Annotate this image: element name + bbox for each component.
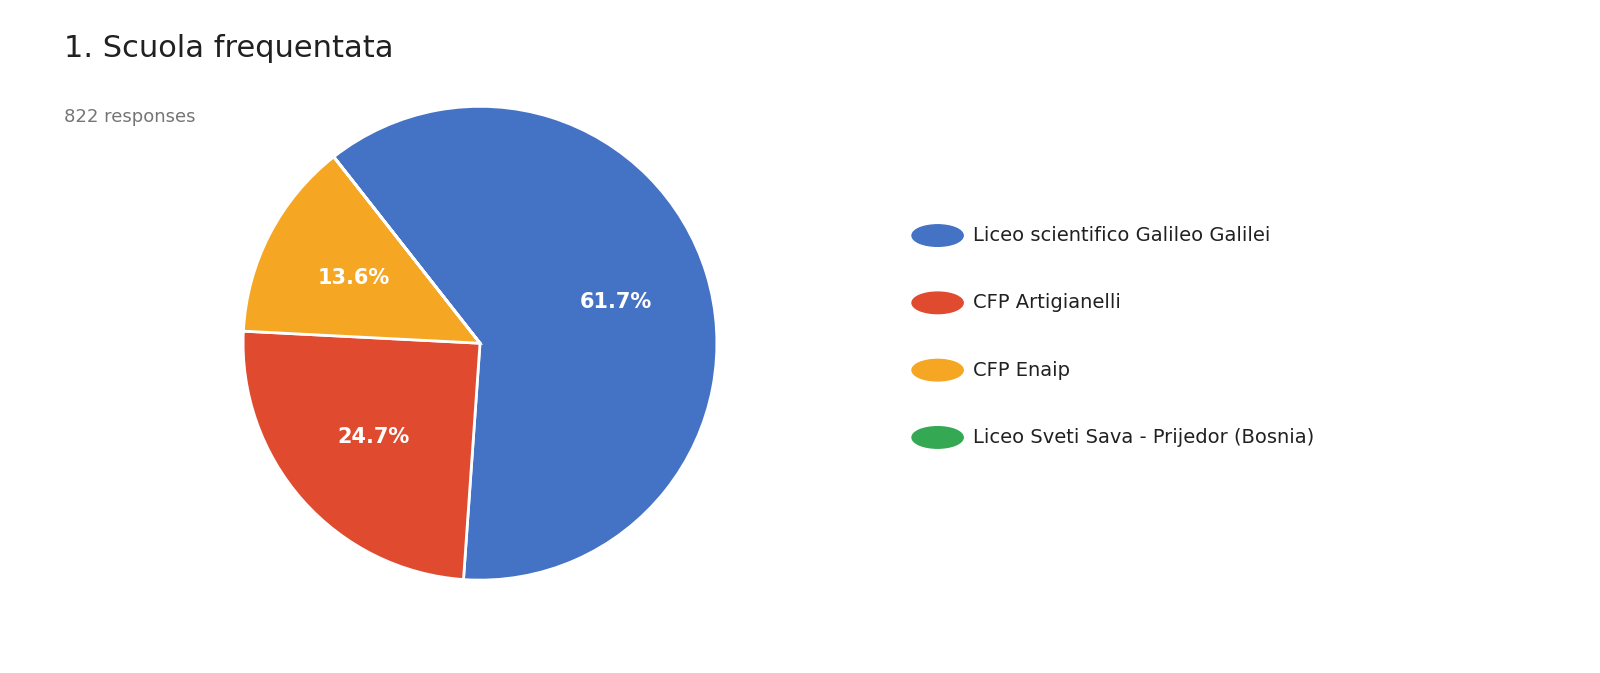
Text: 61.7%: 61.7% [579, 291, 653, 312]
Wedge shape [334, 106, 717, 580]
Wedge shape [243, 331, 480, 579]
Text: Liceo scientifico Galileo Galilei: Liceo scientifico Galileo Galilei [973, 226, 1270, 245]
Wedge shape [243, 157, 480, 343]
Text: 1. Scuola frequentata: 1. Scuola frequentata [64, 34, 394, 63]
Text: CFP Artigianelli: CFP Artigianelli [973, 293, 1120, 312]
Text: Liceo Sveti Sava - Prijedor (Bosnia): Liceo Sveti Sava - Prijedor (Bosnia) [973, 428, 1314, 447]
Text: 13.6%: 13.6% [318, 268, 390, 288]
Wedge shape [334, 157, 480, 343]
Text: 24.7%: 24.7% [338, 427, 410, 448]
Text: CFP Enaip: CFP Enaip [973, 361, 1070, 380]
Text: 822 responses: 822 responses [64, 108, 195, 126]
